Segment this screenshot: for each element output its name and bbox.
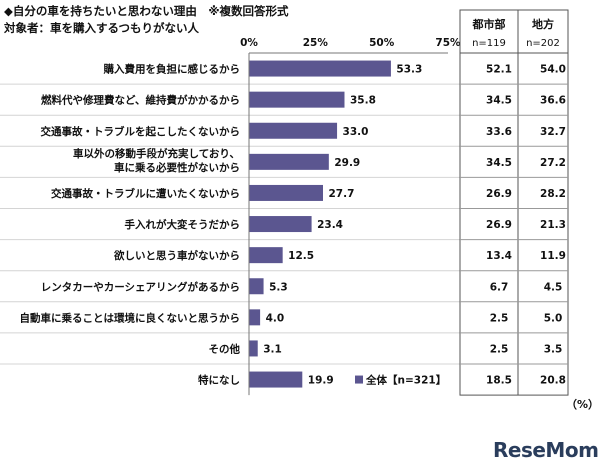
table-cell: 21.3	[540, 219, 566, 231]
category-label: 購入費用を負担に感じるから	[103, 63, 241, 76]
resemom-logo: ReseMom	[493, 438, 599, 462]
table-cell: 36.6	[540, 95, 566, 107]
bar	[249, 340, 258, 357]
value-label: 5.3	[269, 281, 288, 293]
value-label: 35.8	[350, 95, 376, 107]
table-cell: 27.2	[540, 157, 566, 169]
x-tick-label: 50%	[369, 37, 395, 49]
category-label: 手入れが大変そうだから	[125, 218, 241, 231]
table-cell: 33.6	[486, 126, 512, 138]
x-tick-label: 25%	[303, 37, 329, 49]
legend-swatch	[355, 375, 363, 384]
value-label: 33.0	[343, 126, 369, 138]
bar	[249, 60, 391, 77]
table-border	[459, 9, 569, 396]
table-cell: 28.2	[540, 188, 566, 200]
table-n: n=119	[472, 38, 506, 49]
table-cell: 34.5	[486, 95, 512, 107]
table-cell: 4.5	[544, 281, 563, 293]
chart-subtitle: 対象者：車を購入するつもりがない人	[4, 21, 200, 35]
chart-title: ◆自分の車を持ちたいと思わない理由 ※複数回答形式	[4, 4, 289, 18]
value-label: 53.3	[396, 64, 422, 76]
table-cell: 3.5	[544, 343, 563, 355]
table-cell: 13.4	[486, 250, 512, 262]
bar	[249, 153, 329, 170]
value-label: 29.9	[334, 157, 360, 169]
category-label: 自動車に乗ることは環境に良くないと思うから	[20, 311, 241, 324]
value-label: 12.5	[288, 250, 314, 262]
table-cell: 26.9	[486, 188, 512, 200]
category-label: 特になし	[198, 374, 240, 387]
table-cell: 26.9	[486, 219, 512, 231]
table-header: 地方	[532, 17, 554, 31]
value-label: 4.0	[266, 312, 285, 324]
bar	[249, 309, 261, 326]
x-tick-label: 0%	[240, 37, 258, 49]
value-label: 19.9	[308, 375, 334, 387]
bar	[249, 278, 264, 295]
value-label: 3.1	[263, 343, 282, 355]
category-label: 交通事故・トラブルに遭いたくないから	[51, 187, 240, 200]
table-cell: 34.5	[486, 157, 512, 169]
table-n: n=202	[526, 38, 560, 49]
table-cell: 18.5	[486, 375, 512, 387]
category-label: レンタカーやカーシェアリングがあるから	[41, 280, 240, 293]
category-label: 交通事故・トラブルを起こしたくないから	[41, 125, 241, 138]
value-label: 27.7	[328, 188, 354, 200]
table-cell: 2.5	[490, 343, 509, 355]
value-label: 23.4	[317, 219, 343, 231]
legend-label: 全体【n=321】	[365, 374, 446, 387]
table-cell: 2.5	[490, 312, 509, 324]
table-cell: 54.0	[540, 64, 566, 76]
unit-label: （%）	[566, 398, 600, 411]
bar	[249, 184, 323, 201]
bar	[249, 216, 312, 233]
bar	[249, 122, 338, 139]
table-cell: 20.8	[540, 375, 566, 387]
category-label: 車以外の移動手段が充実しており、車に乗る必要性がないから	[73, 147, 240, 174]
bar	[249, 371, 303, 388]
category-label: 欲しいと思う車がないから	[113, 249, 240, 262]
table-cell: 6.7	[490, 281, 509, 293]
table-cell: 5.0	[544, 312, 563, 324]
bar	[249, 91, 345, 108]
bar	[249, 247, 283, 264]
x-tick-label: 75%	[435, 37, 461, 49]
table-cell: 52.1	[486, 64, 512, 76]
table-header: 都市部	[472, 17, 506, 31]
category-label: 燃料代や修理費など、維持費がかかるから	[41, 94, 240, 107]
table-cell: 11.9	[540, 250, 566, 262]
category-label: その他	[209, 342, 241, 355]
table-cell: 32.7	[540, 126, 566, 138]
